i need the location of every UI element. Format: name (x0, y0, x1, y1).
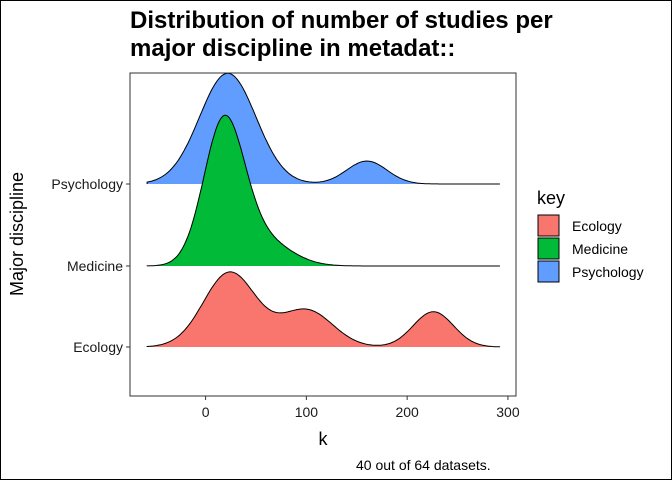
legend-swatch-medicine (537, 237, 560, 260)
legend-label-psychology: Psychology (572, 264, 644, 280)
chart-title-line-1: Distribution of number of studies per (130, 7, 553, 34)
x-axis-title: k (319, 429, 329, 449)
y-tick-label-medicine: Medicine (67, 258, 123, 274)
y-tick-label-ecology: Ecology (73, 339, 123, 355)
x-axis: 0 100 200 300 (202, 396, 520, 420)
chart-title-line-2: major discipline in metadat:: (130, 35, 456, 62)
x-tick-label-0: 0 (202, 404, 210, 420)
ridge-psychology (147, 73, 500, 184)
y-axis-title: Major discipline (7, 172, 27, 296)
x-tick-label-200: 200 (395, 404, 419, 420)
y-axis: Ecology Medicine Psychology (51, 176, 130, 355)
legend-title: key (537, 188, 565, 208)
ridge-outline-ecology (146, 271, 501, 348)
legend-swatch-psychology (537, 260, 560, 283)
legend: key Ecology Medicine Psychology (537, 188, 644, 283)
x-tick-label-100: 100 (295, 404, 319, 420)
legend-swatch-ecology (537, 214, 560, 237)
ridge-outline-psychology (146, 72, 500, 185)
chart-title: Distribution of number of studies per ma… (130, 7, 650, 63)
y-tick-label-psychology: Psychology (51, 176, 123, 192)
x-tick-label-300: 300 (496, 404, 520, 420)
ridge-medicine (147, 115, 500, 266)
panel-border (129, 72, 517, 397)
chart-caption: 40 out of 64 datasets. (356, 457, 491, 473)
ridge-outline-medicine (146, 114, 500, 267)
legend-label-medicine: Medicine (572, 241, 628, 257)
ridge-ecology (147, 271, 500, 347)
ridges-layer (146, 72, 501, 348)
legend-label-ecology: Ecology (572, 218, 622, 234)
